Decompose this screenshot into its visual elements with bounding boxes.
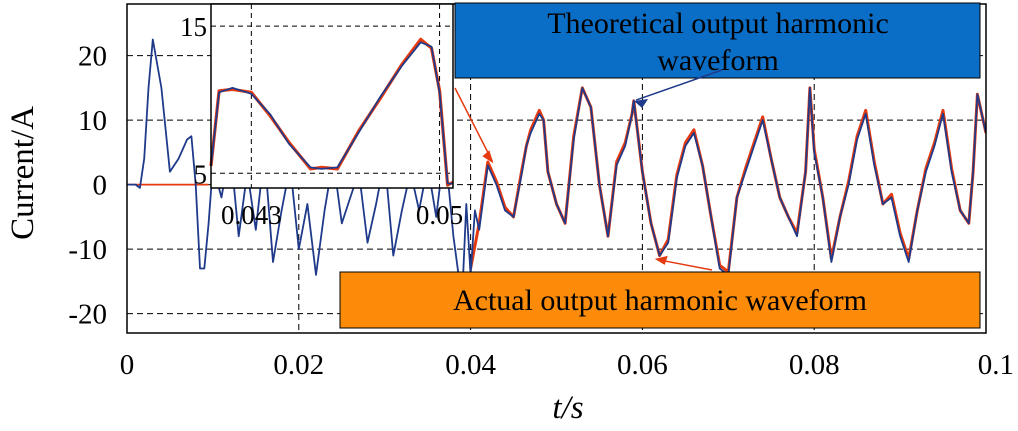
inset-series-lines bbox=[209, 37, 454, 187]
x-axis-ticks: 0 0.02 0.04 0.06 0.08 0.1 bbox=[120, 349, 1014, 381]
theoretical-annotation-line-1: Theoretical output harmonic bbox=[547, 7, 889, 40]
x-tick-label: 0.06 bbox=[617, 349, 668, 381]
inset-x-tick-label: 0.043 bbox=[221, 200, 282, 230]
x-axis-label: t/s bbox=[552, 390, 583, 426]
inset-y-tick-label: 5 bbox=[194, 159, 208, 189]
y-tick-label: -10 bbox=[68, 234, 107, 266]
x-tick-label: 0.08 bbox=[789, 349, 840, 381]
y-tick-label: 20 bbox=[78, 41, 107, 73]
x-tick-label: 0 bbox=[120, 349, 135, 381]
y-tick-label: 10 bbox=[78, 105, 107, 137]
y-axis-label: Current/A bbox=[5, 106, 41, 240]
annotation-boxes: Theoretical output harmonicwaveformActua… bbox=[339, 2, 981, 329]
y-axis-ticks: -20 -10 0 10 20 bbox=[68, 41, 107, 331]
series-line-0 bbox=[127, 38, 986, 302]
theoretical-arrow bbox=[635, 69, 723, 101]
actual-arrow bbox=[658, 259, 713, 271]
actual-annotation-box bbox=[339, 271, 981, 329]
series-lines bbox=[127, 38, 986, 302]
inset-connector-arrow bbox=[454, 87, 494, 162]
theoretical-annotation-box bbox=[454, 2, 981, 79]
inset-x-tick-label: 0.05 bbox=[416, 200, 463, 230]
actual-annotation-label: Actual output harmonic waveform bbox=[453, 284, 867, 317]
x-tick-label: 0.04 bbox=[445, 349, 496, 381]
y-tick-label: 0 bbox=[93, 170, 108, 202]
inset-series-line-0 bbox=[210, 41, 453, 185]
theoretical-arrow-head bbox=[634, 99, 649, 109]
y-tick-label: -20 bbox=[68, 299, 107, 331]
inset-background bbox=[211, 4, 453, 188]
x-tick-label: 0.02 bbox=[273, 349, 324, 381]
inset-tick-labels: 5 15 0.043 0.05 bbox=[180, 12, 463, 230]
inset-y-tick-label: 15 bbox=[180, 12, 207, 42]
actual-arrow-head bbox=[654, 255, 668, 265]
zoom-inset: 5 15 0.043 0.05 bbox=[180, 3, 463, 230]
x-tick-label: 0.1 bbox=[978, 349, 1014, 381]
series-line-1 bbox=[469, 86, 986, 274]
inset-connector-head bbox=[482, 150, 494, 164]
inset-frame bbox=[210, 3, 454, 189]
